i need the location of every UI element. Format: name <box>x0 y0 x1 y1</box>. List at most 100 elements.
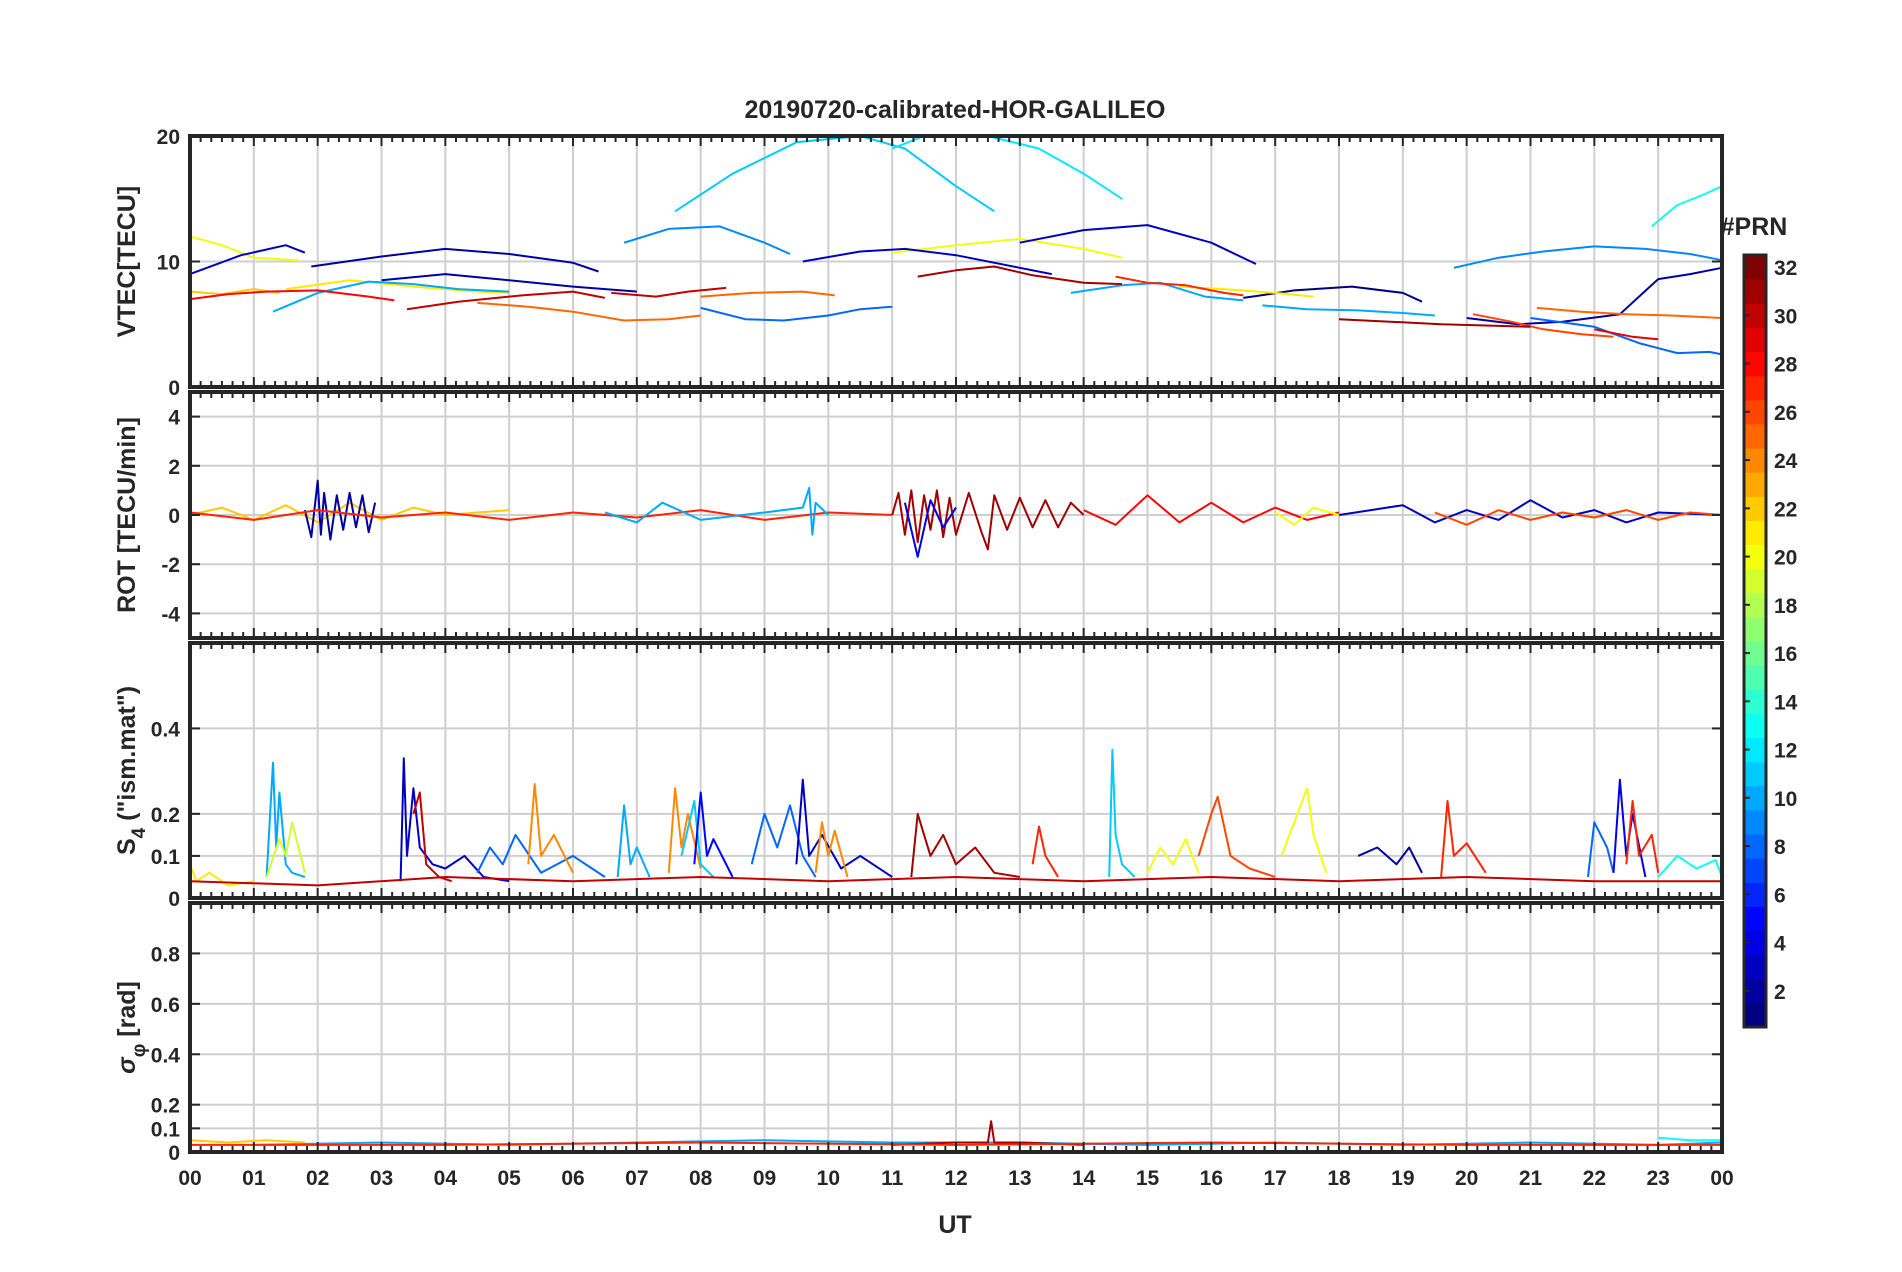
vtec-series-prn3-7 <box>189 244 306 276</box>
s4-series-prn30-26 <box>189 876 1722 887</box>
sigma-panel-frame <box>188 901 1724 1154</box>
x-tick-label-10: 10 <box>817 1167 840 1190</box>
colorbar-swatch-2 <box>1744 978 1766 1004</box>
x-tick-label-3: 03 <box>370 1167 393 1190</box>
vtec-series-prn27-25 <box>1115 275 1244 297</box>
colorbar-swatch-9 <box>1744 809 1766 835</box>
s4-series-prn3-12 <box>795 778 893 878</box>
rot-series-prn2-1 <box>303 479 377 541</box>
colorbar-swatch-31 <box>1744 279 1766 304</box>
vtec-series-prn12-1 <box>891 135 1123 200</box>
x-tick-label-21: 21 <box>1519 1167 1543 1190</box>
vtec-series-prn30-28 <box>406 290 606 311</box>
s4-series-prn13-25 <box>1657 854 1723 878</box>
s4-series-prn5-10 <box>693 791 734 878</box>
x-tick-label-20: 20 <box>1455 1167 1478 1190</box>
colorbar-tick-label-5: 12 <box>1774 740 1797 763</box>
vtec-ytick-label-2: 20 <box>157 126 180 149</box>
colorbar-swatch-3 <box>1744 954 1766 980</box>
chart-title: 20190720-calibrated-HOR-GALILEO <box>745 96 1166 124</box>
vtec-ytick-label-0: 0 <box>168 377 180 400</box>
s4-series-prn19-1 <box>265 821 306 878</box>
s4-series-prn2-20 <box>1357 846 1423 874</box>
colorbar-swatch-28 <box>1744 351 1766 377</box>
rot-series-prn27-2 <box>189 509 893 521</box>
sigma-ytick-label-3: 0.4 <box>151 1044 181 1067</box>
sigma-ytick-label-2: 0.2 <box>151 1095 180 1118</box>
s4-series-prn10-0 <box>265 761 306 878</box>
colorbar-swatch-20 <box>1744 544 1766 570</box>
colorbar-tick-label-11: 24 <box>1774 450 1798 473</box>
vtec-panel-frame <box>188 134 1724 389</box>
x-tick-label-18: 18 <box>1327 1167 1351 1190</box>
s4-ytick-label-1: 0.1 <box>151 846 181 869</box>
s4-panel-frame <box>188 641 1724 900</box>
sigma-series-prn22-0 <box>189 1139 305 1144</box>
colorbar-frame <box>1742 253 1768 1029</box>
vtec-series-prn3-9 <box>802 247 1052 276</box>
colorbar-tick-label-10: 22 <box>1774 498 1797 521</box>
x-tick-label-14: 14 <box>1072 1167 1096 1190</box>
s4-series-prn24-6 <box>527 783 574 874</box>
colorbar-tick-label-0: 2 <box>1774 981 1786 1004</box>
x-tick-label-2: 02 <box>306 1167 329 1190</box>
x-tick-label-8: 08 <box>689 1167 713 1190</box>
vtec-series-prn20-5 <box>189 235 299 262</box>
rot-series-prn26-9 <box>1434 509 1723 526</box>
rot-series-prn31-4 <box>891 489 1085 551</box>
x-tick-label-22: 22 <box>1583 1167 1606 1190</box>
rot-series-prn28-6 <box>1083 494 1340 526</box>
colorbar-tick-label-15: 32 <box>1774 257 1797 280</box>
rot-y-axis-label: ROT [TECU/min] <box>113 417 141 613</box>
colorbar-swatch-6 <box>1744 882 1766 907</box>
colorbar-swatch-30 <box>1744 303 1766 328</box>
x-tick-label-19: 19 <box>1391 1167 1414 1190</box>
s4-series-prn20-19 <box>1280 787 1328 874</box>
colorbar-swatch-17 <box>1744 616 1766 642</box>
colorbar-tick-label-3: 8 <box>1774 836 1786 859</box>
vtec-series-prn26-26 <box>1472 313 1614 338</box>
sigma-ytick-label-1: 0.1 <box>151 1118 181 1141</box>
sigma-ytick-label-4: 0.6 <box>151 994 180 1017</box>
x-tick-label-5: 05 <box>497 1167 521 1190</box>
colorbar-swatch-16 <box>1744 641 1766 666</box>
rot-ytick-label-2: 0 <box>168 505 180 528</box>
vtec-series-prn2-11 <box>381 273 637 293</box>
vtec-series-prn30-29 <box>611 286 727 298</box>
vtec-series-prn28-22 <box>189 289 395 302</box>
colorbar-tick-label-6: 14 <box>1774 691 1798 714</box>
colorbar-swatch-18 <box>1744 592 1766 618</box>
rot-series-prn3-8 <box>1338 499 1723 524</box>
colorbar-swatch-22 <box>1744 496 1766 521</box>
colorbar-tick-label-12: 26 <box>1774 402 1797 425</box>
sigma-ytick-label-0: 0 <box>168 1142 180 1165</box>
colorbar-swatch-24 <box>1744 448 1766 473</box>
vtec-series-prn10-17 <box>272 280 510 313</box>
colorbar-swatch-27 <box>1744 375 1766 401</box>
colorbar-swatch-25 <box>1744 423 1766 449</box>
s4-series-prn26-18 <box>1197 795 1276 878</box>
s4-series-prn31-14 <box>910 812 1020 878</box>
x-tick-label-15: 15 <box>1136 1167 1160 1190</box>
x-tick-label-9: 09 <box>753 1167 776 1190</box>
vtec-series-prn9-4 <box>1453 245 1723 269</box>
x-tick-label-17: 17 <box>1263 1167 1286 1190</box>
colorbar-swatch-13 <box>1744 713 1766 739</box>
s4-series-prn3-3 <box>399 757 510 883</box>
vtec-series-prn2-8 <box>311 247 599 273</box>
vtec-series-prn8-20 <box>700 305 893 322</box>
x-tick-label-23: 23 <box>1646 1167 1669 1190</box>
s4-series-prn27-21 <box>1440 800 1487 878</box>
s4-series-prn27-15 <box>1031 825 1059 878</box>
colorbar-swatch-4 <box>1744 930 1766 956</box>
vtec-series-prn9-3 <box>623 225 791 255</box>
colorbar-swatch-5 <box>1744 906 1766 932</box>
vtec-series-prn20-6 <box>892 237 1123 259</box>
colorbar-tick-label-14: 30 <box>1774 305 1797 328</box>
vtec-series-prn10-19 <box>1262 304 1435 317</box>
colorbar-swatch-19 <box>1744 568 1766 594</box>
sigma-series-prn31-2 <box>892 1120 1084 1146</box>
